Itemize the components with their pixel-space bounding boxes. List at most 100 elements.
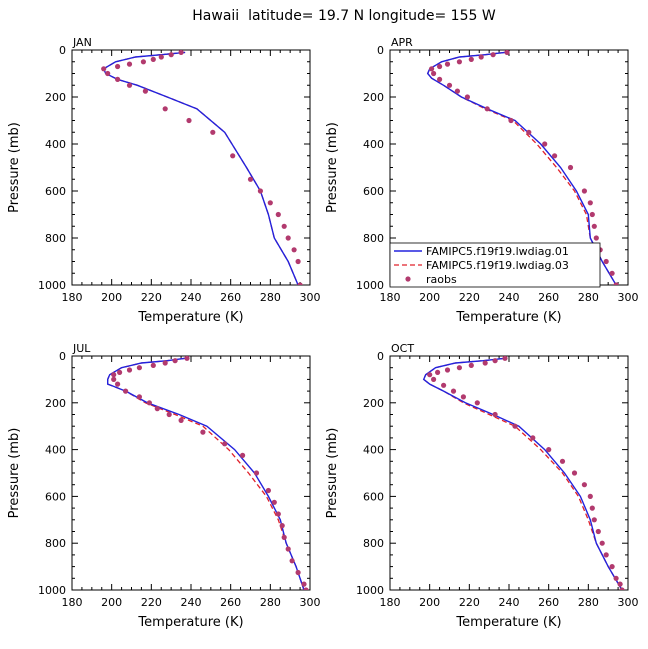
panel-jul: 180 200 220 240 260 280 300 0 200 400 600 800 1000 Te… [7,342,321,630]
raobs-point [230,153,236,159]
x-tick-label: 220 [141,291,162,304]
raobs-point [240,452,246,458]
x-axis-title: Temperature (K) [137,615,243,630]
raobs-point [429,66,435,72]
raobs-point [441,382,447,388]
raobs-point [117,369,123,375]
raobs-point [508,117,514,124]
x-tick-label: 200 [419,291,440,304]
raobs-point [275,511,281,517]
raobs-point [542,141,548,147]
plot-frame [71,49,311,286]
raobs-point [271,499,277,505]
panels: 180 200 220 240 260 280 300 0 200 400 600 800 1000 Te… [7,36,639,630]
raobs-point [289,558,295,564]
legend-label: FAMIPC5.f19f19.lwdiag.03 [426,259,569,272]
panel-month-label: APR [391,36,413,49]
plot-area [422,356,625,590]
panel-month-label: JUL [72,342,91,355]
raobs-point [178,417,184,423]
y-tick-label: 600 [363,490,384,503]
raobs-point [437,76,443,82]
raobs-point [136,394,142,400]
y-tick-label: 600 [363,185,384,198]
raobs-point [454,88,460,94]
raobs-point [150,56,156,63]
x-axis-title: Temperature (K) [455,615,561,630]
raobs-point [435,369,441,375]
y-axis-title: Pressure (mb) [7,428,22,519]
x-axis-title: Temperature (K) [455,310,561,325]
x-tick-label: 220 [459,291,480,304]
panel-oct: 180 200 220 240 260 280 300 0 200 400 600 800 1000 Te… [325,342,639,630]
y-tick-label: 400 [45,138,66,151]
y-tick-label: 1000 [356,279,384,292]
plot-frame [389,355,629,591]
y-tick-label: 1000 [38,279,66,292]
y-tick-label: 200 [363,397,384,410]
raobs-point [146,400,152,406]
raobs-point [186,117,192,124]
series-line-lwdiag-03 [102,51,299,285]
raobs-point [297,282,303,285]
raobs-point [126,82,133,88]
raobs-point [281,534,287,541]
raobs-point [257,188,263,194]
series-line-lwdiag-01 [102,51,299,285]
x-tick-label: 180 [380,291,401,304]
raobs-point [281,223,287,229]
raobs-point [162,106,168,112]
x-tick-label: 200 [101,291,122,304]
raobs-point [168,52,174,58]
raobs-point [567,164,574,171]
raobs-point [581,188,588,194]
raobs-point [609,564,615,570]
y-tick-label: 800 [363,537,384,550]
y-tick-label: 800 [363,232,384,245]
y-tick-label: 0 [59,350,66,363]
raobs-point [162,360,168,366]
x-tick-label: 220 [141,596,162,609]
raobs-point [200,429,206,435]
raobs-point [115,63,121,70]
raobs-point [559,458,566,464]
x-tick-label: 240 [499,596,520,609]
panel-month-label: OCT [391,342,414,355]
raobs-point [492,358,498,364]
raobs-point [502,356,508,361]
y-tick-label: 200 [45,91,66,104]
x-tick-label: 280 [260,596,281,609]
raobs-point [460,394,466,400]
y-tick-label: 600 [45,490,66,503]
raobs-point [150,362,156,368]
raobs-point [158,54,164,60]
raobs-point [291,247,297,253]
raobs-point [210,129,216,135]
legend-box [389,242,601,288]
x-tick-label: 200 [101,596,122,609]
x-tick-label: 220 [459,596,480,609]
raobs-point [136,365,142,371]
raobs-point [464,94,470,100]
series-line-lwdiag-01 [426,51,617,285]
raobs-point [613,282,619,285]
raobs-point [526,129,532,135]
y-tick-label: 0 [59,44,66,57]
y-tick-label: 1000 [356,584,384,597]
legend: FAMIPC5.f19f19.lwdiag.01FAMIPC5.f19f19.l… [389,242,601,288]
raobs-point [105,70,111,77]
y-tick-label: 0 [377,44,384,57]
plot-area [426,50,619,285]
y-axis-title: Pressure (mb) [325,122,340,213]
raobs-point [456,365,462,371]
raobs-point [603,258,609,265]
x-tick-label: 300 [300,291,321,304]
series-line-lwdiag-03 [107,357,305,590]
y-tick-label: 200 [363,91,384,104]
y-tick-label: 400 [363,138,384,151]
y-tick-label: 400 [363,444,384,457]
raobs-point [571,470,578,476]
raobs-point [285,235,291,241]
raobs-point [587,200,593,206]
raobs-point [267,200,273,206]
